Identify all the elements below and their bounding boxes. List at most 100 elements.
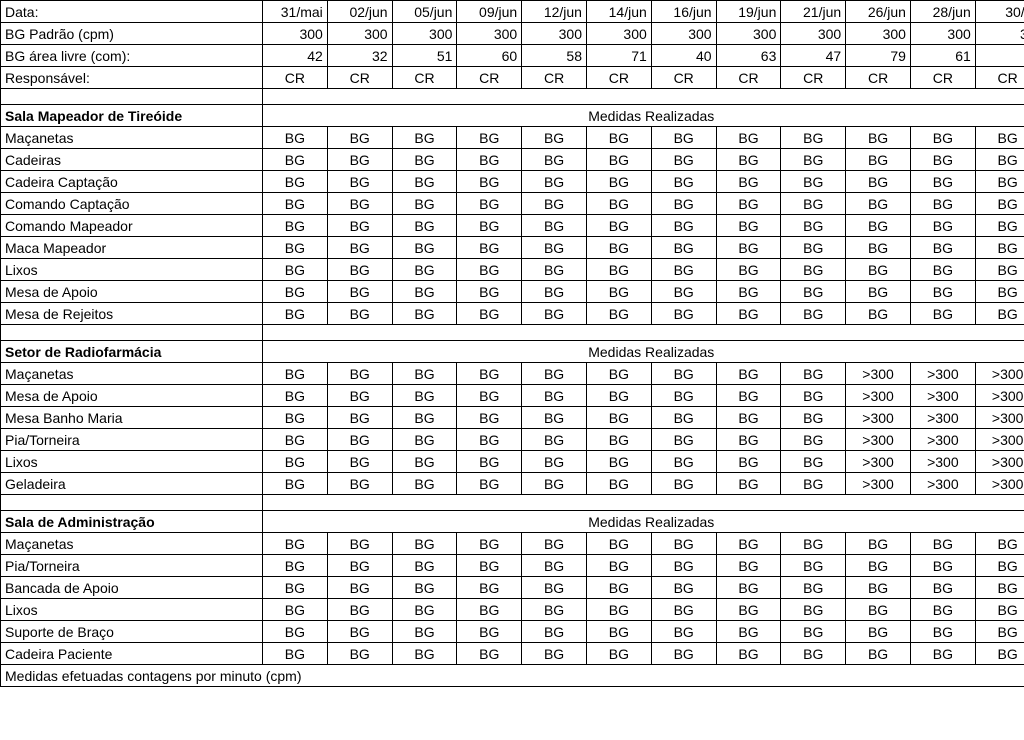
cell-2-3-10: BG [910, 599, 975, 621]
cell-2-2-0: BG [263, 577, 328, 599]
cell-0-4-1: BG [327, 215, 392, 237]
bg-padrao-9: 300 [846, 23, 911, 45]
cell-1-5-4: BG [522, 473, 587, 495]
bg-padrao-7: 300 [716, 23, 781, 45]
cell-1-1-9: >300 [846, 385, 911, 407]
cell-1-2-8: BG [781, 407, 846, 429]
cell-0-8-11: BG [975, 303, 1024, 325]
cell-2-5-5: BG [586, 643, 651, 665]
cell-0-8-9: BG [846, 303, 911, 325]
cell-1-5-0: BG [263, 473, 328, 495]
cell-2-5-0: BG [263, 643, 328, 665]
cell-1-3-1: BG [327, 429, 392, 451]
cell-2-3-5: BG [586, 599, 651, 621]
cell-0-1-7: BG [716, 149, 781, 171]
bg-padrao-5: 300 [586, 23, 651, 45]
cell-0-1-11: BG [975, 149, 1024, 171]
cell-1-4-4: BG [522, 451, 587, 473]
cell-2-2-3: BG [457, 577, 522, 599]
bg-area-livre-label: BG área livre (com): [1, 45, 263, 67]
cell-1-3-11: >300 [975, 429, 1024, 451]
cell-0-0-7: BG [716, 127, 781, 149]
cell-1-3-10: >300 [910, 429, 975, 451]
cell-2-3-11: BG [975, 599, 1024, 621]
cell-0-3-5: BG [586, 193, 651, 215]
cell-0-3-0: BG [263, 193, 328, 215]
cell-1-4-9: >300 [846, 451, 911, 473]
cell-0-4-9: BG [846, 215, 911, 237]
row-label-1-2: Mesa Banho Maria [1, 407, 263, 429]
cell-1-4-10: >300 [910, 451, 975, 473]
cell-1-4-7: BG [716, 451, 781, 473]
cell-0-3-1: BG [327, 193, 392, 215]
cell-0-7-8: BG [781, 281, 846, 303]
cell-1-2-0: BG [263, 407, 328, 429]
cell-0-0-10: BG [910, 127, 975, 149]
cell-1-0-1: BG [327, 363, 392, 385]
date-col-4: 12/jun [522, 1, 587, 23]
cell-2-1-11: BG [975, 555, 1024, 577]
cell-0-5-6: BG [651, 237, 716, 259]
cell-1-1-2: BG [392, 385, 457, 407]
bg-padrao-3: 300 [457, 23, 522, 45]
cell-2-5-4: BG [522, 643, 587, 665]
cell-0-3-9: BG [846, 193, 911, 215]
cell-2-4-2: BG [392, 621, 457, 643]
bg-area-livre-2: 51 [392, 45, 457, 67]
section-measures-header-1: Medidas Realizadas [263, 341, 1024, 363]
bg-padrao-11: 30 [975, 23, 1024, 45]
cell-2-5-10: BG [910, 643, 975, 665]
cell-2-3-2: BG [392, 599, 457, 621]
date-col-3: 09/jun [457, 1, 522, 23]
responsavel-8: CR [781, 67, 846, 89]
bg-padrao-10: 300 [910, 23, 975, 45]
cell-0-3-2: BG [392, 193, 457, 215]
responsavel-label: Responsável: [1, 67, 263, 89]
cell-1-3-6: BG [651, 429, 716, 451]
bg-area-livre-4: 58 [522, 45, 587, 67]
date-col-6: 16/jun [651, 1, 716, 23]
cell-1-0-5: BG [586, 363, 651, 385]
cell-0-2-9: BG [846, 171, 911, 193]
cell-2-4-7: BG [716, 621, 781, 643]
cell-0-7-3: BG [457, 281, 522, 303]
cell-0-2-1: BG [327, 171, 392, 193]
cell-2-3-9: BG [846, 599, 911, 621]
cell-0-2-7: BG [716, 171, 781, 193]
cell-1-0-3: BG [457, 363, 522, 385]
bg-area-livre-9: 79 [846, 45, 911, 67]
bg-padrao-0: 300 [263, 23, 328, 45]
cell-1-5-7: BG [716, 473, 781, 495]
cell-2-3-8: BG [781, 599, 846, 621]
responsavel-10: CR [910, 67, 975, 89]
cell-1-1-4: BG [522, 385, 587, 407]
cell-2-0-9: BG [846, 533, 911, 555]
bg-area-livre-10: 61 [910, 45, 975, 67]
cell-0-4-7: BG [716, 215, 781, 237]
cell-0-1-6: BG [651, 149, 716, 171]
cell-0-8-1: BG [327, 303, 392, 325]
cell-2-2-11: BG [975, 577, 1024, 599]
cell-1-3-4: BG [522, 429, 587, 451]
section-measures-header-0: Medidas Realizadas [263, 105, 1024, 127]
bg-padrao-6: 300 [651, 23, 716, 45]
cell-2-5-3: BG [457, 643, 522, 665]
cell-0-6-4: BG [522, 259, 587, 281]
cell-0-0-9: BG [846, 127, 911, 149]
cell-0-7-7: BG [716, 281, 781, 303]
cell-0-0-6: BG [651, 127, 716, 149]
cell-0-4-10: BG [910, 215, 975, 237]
cell-2-1-3: BG [457, 555, 522, 577]
cell-2-1-9: BG [846, 555, 911, 577]
cell-0-0-8: BG [781, 127, 846, 149]
cell-0-7-10: BG [910, 281, 975, 303]
cell-1-1-8: BG [781, 385, 846, 407]
cell-0-5-5: BG [586, 237, 651, 259]
cell-0-1-10: BG [910, 149, 975, 171]
cell-2-4-6: BG [651, 621, 716, 643]
footer-note: Medidas efetuadas contagens por minuto (… [1, 665, 1024, 687]
cell-1-1-5: BG [586, 385, 651, 407]
cell-2-4-3: BG [457, 621, 522, 643]
cell-0-3-10: BG [910, 193, 975, 215]
cell-0-3-6: BG [651, 193, 716, 215]
